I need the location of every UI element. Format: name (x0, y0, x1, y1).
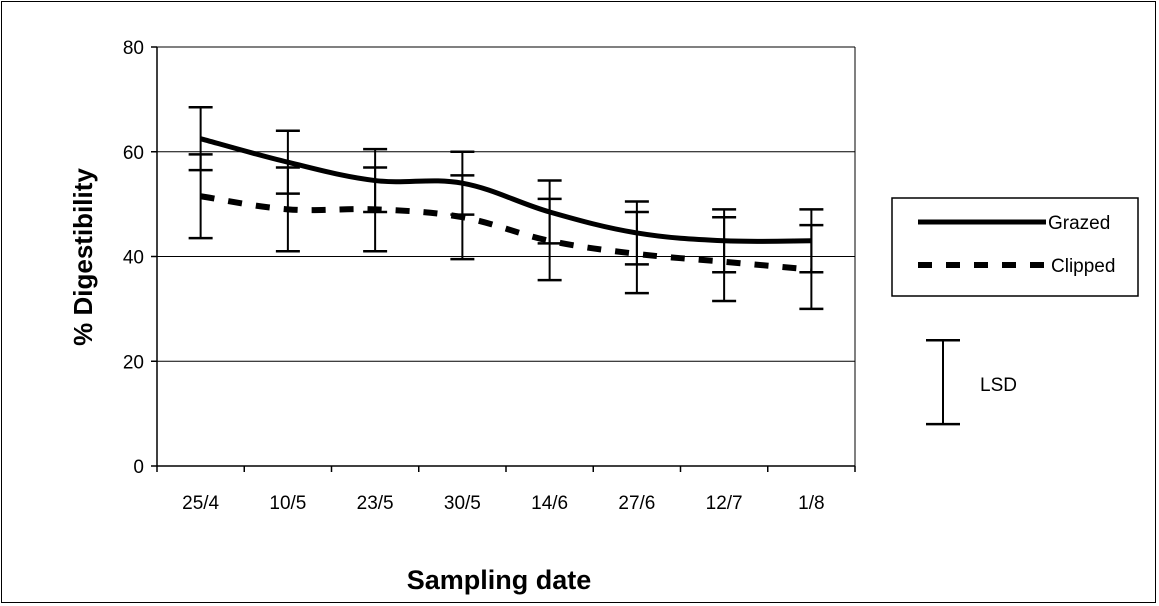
x-tick-label: 23/5 (357, 493, 394, 514)
error-bar-clipped (799, 223, 824, 311)
lsd-label: LSD (980, 375, 1017, 396)
series-line-clipped (200, 193, 812, 273)
legend-label-grazed: Grazed (1048, 213, 1110, 234)
y-tick-label: 80 (123, 38, 144, 59)
x-tick-label: 27/6 (618, 493, 655, 514)
lsd-indicator: LSD (926, 339, 1017, 426)
series-line-grazed (199, 136, 812, 244)
error-bar-clipped (450, 174, 475, 261)
series-layer (199, 136, 812, 273)
y-tick-label: 40 (123, 248, 144, 269)
x-tick-label: 30/5 (444, 493, 481, 514)
x-tick-label: 14/6 (531, 493, 568, 514)
error-bar-clipped (275, 166, 300, 253)
y-axis-title: % Digestibility (68, 168, 98, 346)
error-bars (188, 105, 824, 311)
y-axis-ticks: 0 20 40 60 80 (123, 38, 157, 478)
legend: Grazed Clipped (891, 197, 1139, 297)
x-tick-label: 12/7 (706, 493, 743, 514)
x-axis-ticks: 25/4 10/5 23/5 30/5 14/6 27/6 12/7 1/8 (156, 466, 856, 514)
y-tick-label: 60 (123, 143, 144, 164)
gridlines (157, 46, 855, 362)
error-bar-clipped (537, 197, 562, 282)
y-tick-label: 20 (123, 352, 144, 373)
lsd-bar (926, 339, 960, 426)
legend-box (891, 197, 1139, 297)
error-bar-clipped (363, 166, 388, 253)
error-bar-clipped (712, 215, 737, 303)
x-tick-label: 1/8 (798, 493, 824, 514)
y-tick-label: 0 (133, 457, 144, 478)
x-tick-label: 25/4 (182, 493, 219, 514)
x-axis-title: Sampling date (407, 565, 592, 595)
error-bar-clipped (188, 153, 213, 240)
x-tick-label: 10/5 (269, 493, 306, 514)
legend-label-clipped: Clipped (1051, 256, 1115, 277)
error-bar-clipped (624, 210, 649, 295)
